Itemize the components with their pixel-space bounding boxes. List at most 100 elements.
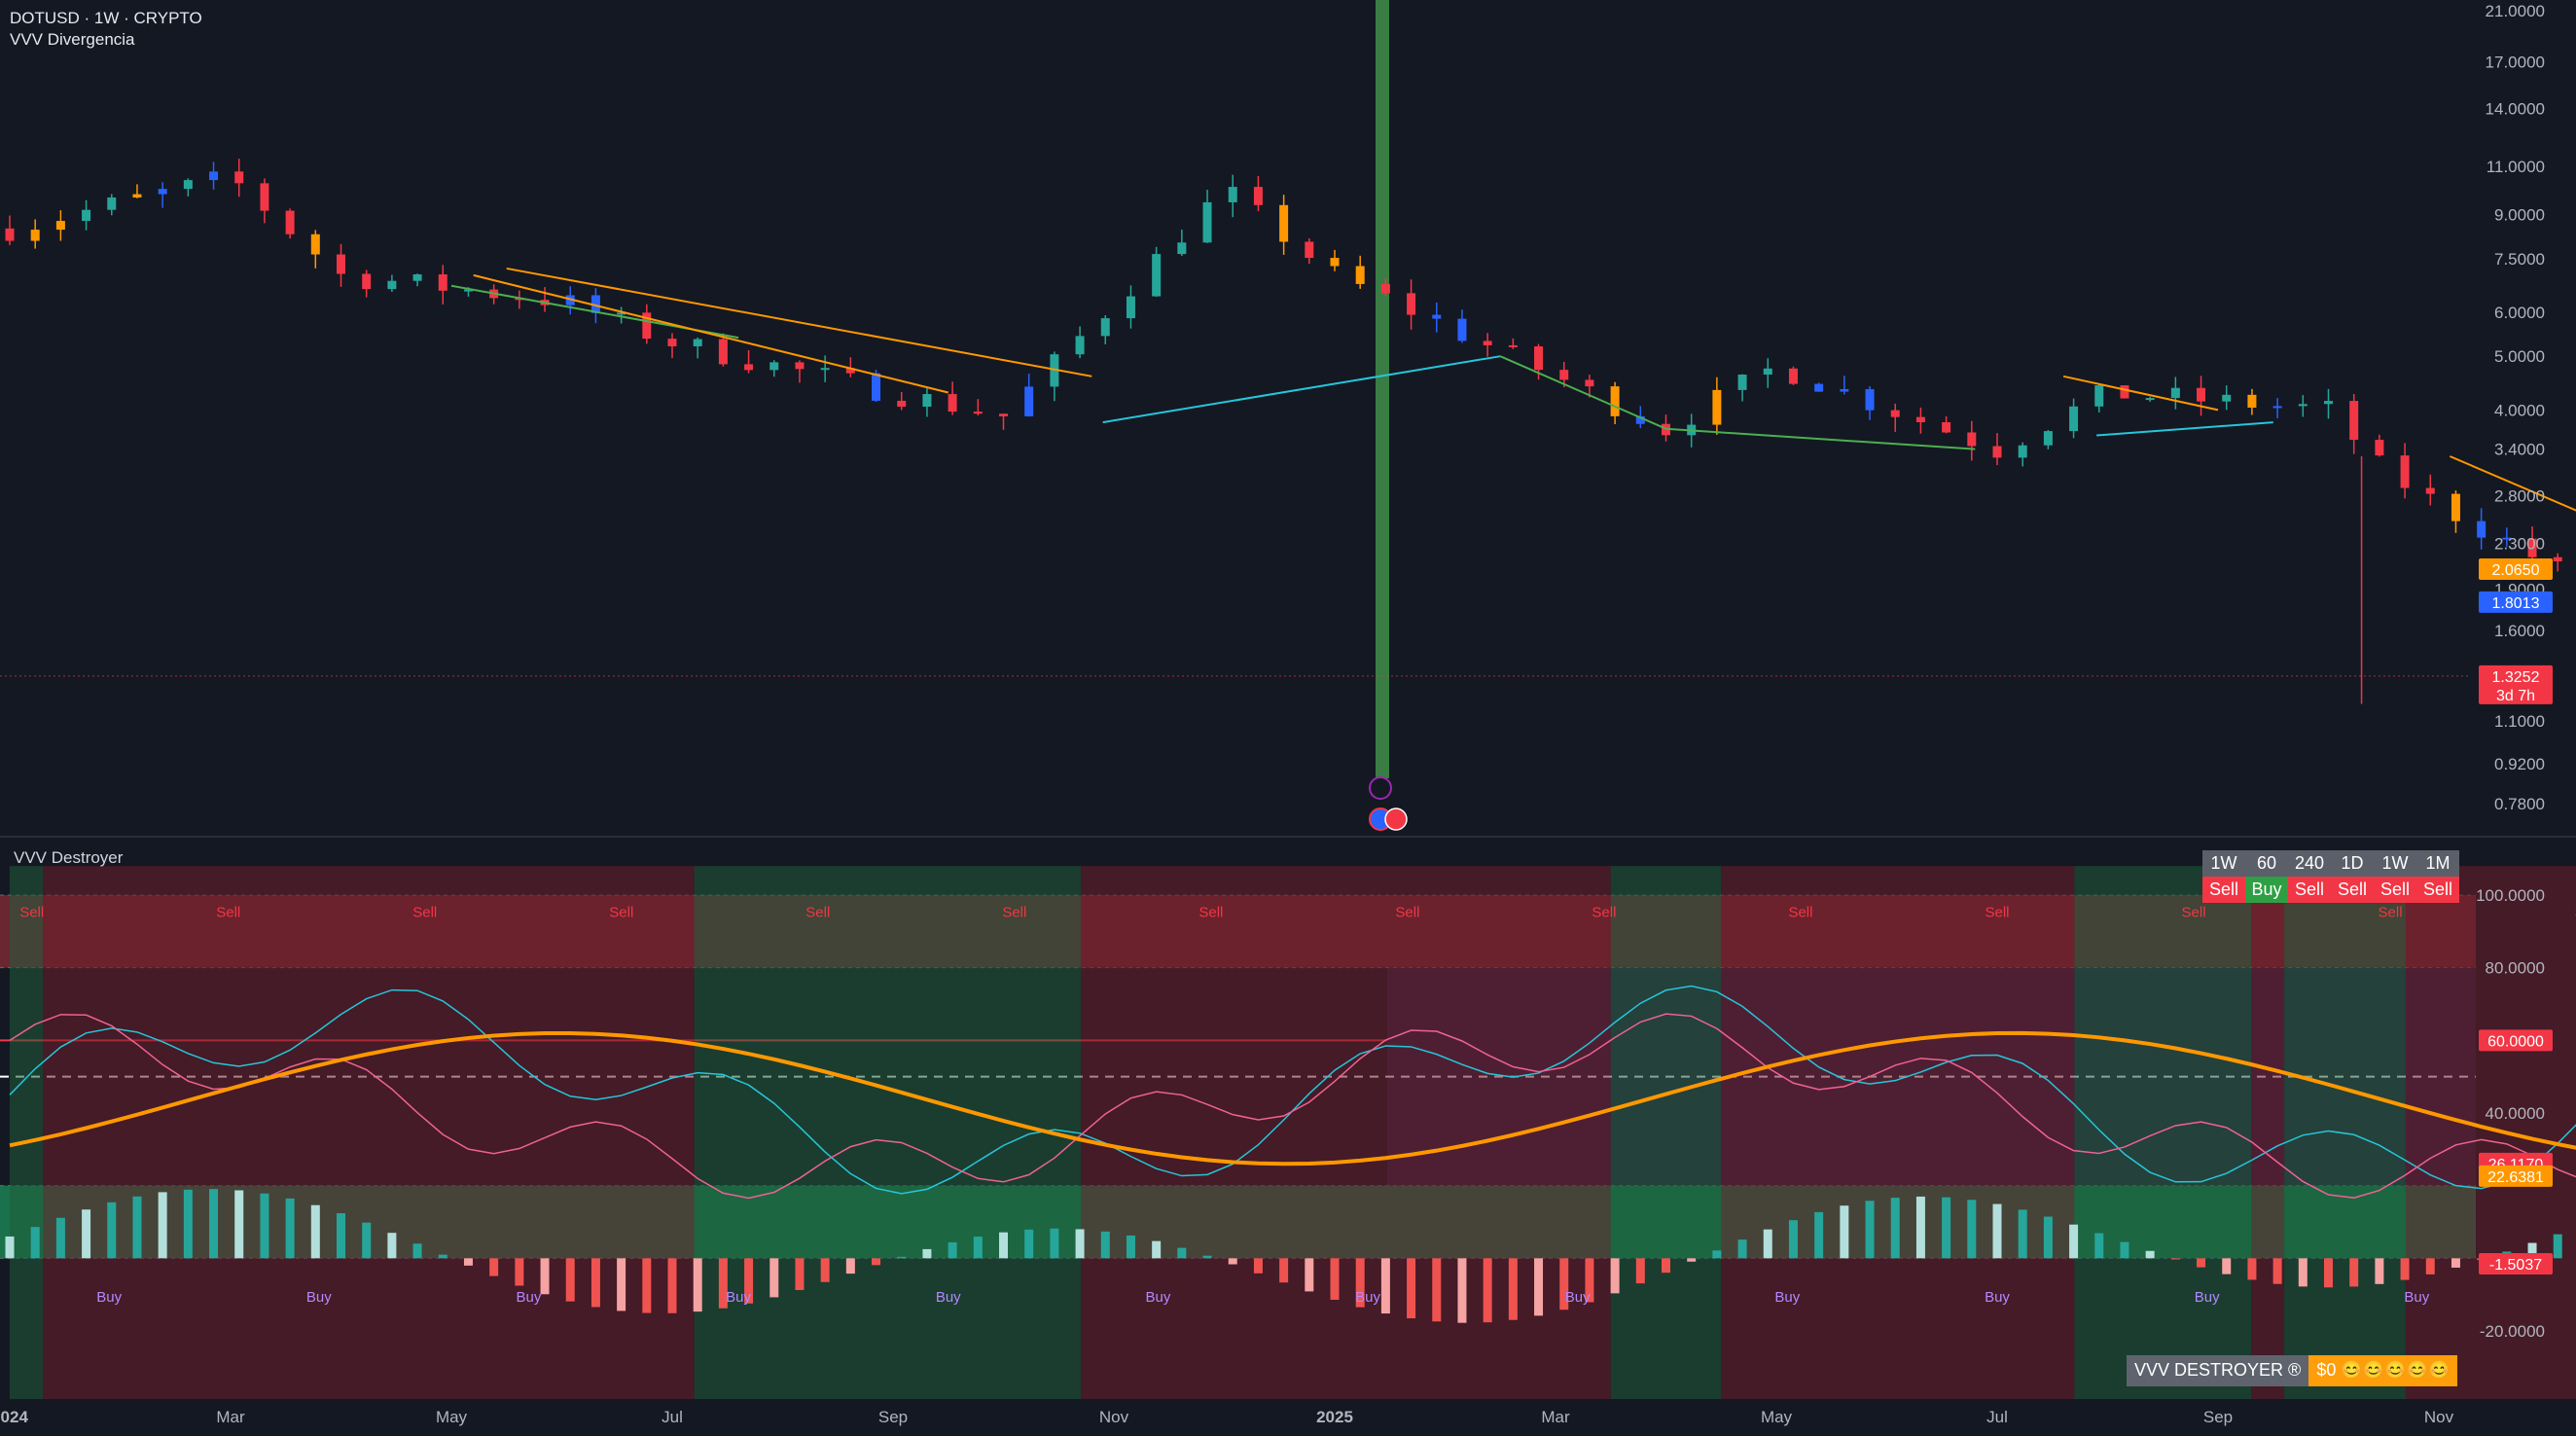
- indicator-name[interactable]: VVV Destroyer: [14, 848, 124, 867]
- candle-body: [1050, 354, 1059, 387]
- histogram-bar: [2069, 1224, 2079, 1259]
- histogram-bar: [1662, 1258, 1670, 1274]
- candle-body: [362, 273, 372, 290]
- candle-body: [2222, 394, 2232, 402]
- histogram-bar: [1992, 1203, 2002, 1259]
- histogram-bar: [1890, 1198, 1900, 1259]
- histogram-bar: [5, 1236, 15, 1259]
- price-pane: [0, 0, 2576, 831]
- histogram-bar: [795, 1258, 805, 1290]
- timeframe-signal-table: 1W 60 240 1D 1W 1M Sell Buy Sell Sell Se…: [2202, 850, 2459, 903]
- histogram-bar: [1050, 1228, 1059, 1259]
- candle-body: [1024, 386, 1034, 416]
- signal-cell: Sell: [2416, 877, 2459, 903]
- candle-body: [1075, 336, 1085, 355]
- candle-body: [2553, 556, 2562, 561]
- slow-line: [9, 1030, 2576, 1167]
- regime-band: [231, 866, 695, 1399]
- candle-body: [1992, 446, 2002, 458]
- candle-body: [2400, 455, 2410, 488]
- histogram-bar: [82, 1209, 91, 1259]
- current-bar-highlight: [1376, 0, 1389, 778]
- histogram-bar: [2222, 1258, 2232, 1274]
- signal-cell: Buy: [2245, 877, 2288, 903]
- brand-price-value: $0: [2316, 1360, 2337, 1380]
- histogram-bar: [515, 1258, 524, 1286]
- divergence-line: [1499, 355, 1666, 430]
- histogram-bar: [667, 1258, 677, 1313]
- candle-body: [1152, 254, 1162, 297]
- histogram-bar: [642, 1258, 652, 1313]
- candle-body: [642, 312, 652, 340]
- sell-label: Sell: [805, 904, 830, 920]
- candle-body: [2425, 487, 2435, 494]
- buy-label: Buy: [2404, 1289, 2429, 1306]
- histogram-bar: [2043, 1216, 2053, 1259]
- histogram-bar: [2553, 1234, 2562, 1259]
- candle-body: [2069, 406, 2079, 432]
- histogram-bar: [922, 1248, 932, 1259]
- buy-label: Buy: [306, 1289, 332, 1306]
- price-tick-label: 21.0000: [2486, 2, 2545, 20]
- candle-body: [107, 197, 117, 210]
- candle-body: [2272, 406, 2282, 409]
- candle-body: [55, 221, 65, 231]
- candle-body: [820, 368, 830, 371]
- signal-cell: Sell: [2374, 877, 2416, 903]
- overlay-indicator-name[interactable]: VVV Divergencia: [10, 30, 135, 49]
- buy-label: Buy: [1774, 1289, 1800, 1306]
- brand-name: VVV DESTROYER ®: [2127, 1355, 2309, 1386]
- histogram-bar: [565, 1258, 575, 1302]
- sell-label: Sell: [2182, 904, 2206, 920]
- price-label-tag: [2479, 664, 2553, 704]
- histogram-bar: [1253, 1258, 1263, 1274]
- price-label-subtext: 3d 7h: [2496, 688, 2535, 704]
- time-tick-label: Sep: [2203, 1408, 2233, 1426]
- value-label-text: 60.0000: [2487, 1033, 2544, 1050]
- candle-body: [183, 180, 193, 190]
- candle-body: [1712, 389, 1722, 425]
- histogram-bar: [693, 1258, 702, 1312]
- candle-body: [337, 254, 345, 274]
- histogram-bar: [463, 1258, 473, 1266]
- candle-body: [1380, 283, 1390, 294]
- price-tick-label: 2.8000: [2494, 487, 2545, 506]
- histogram-bar: [1100, 1231, 1110, 1259]
- symbol-line[interactable]: DOTUSD · 1W · CRYPTO: [10, 9, 202, 27]
- sell-label: Sell: [1002, 904, 1026, 920]
- histogram-bar: [1457, 1258, 1467, 1323]
- signal-row: Sell Buy Sell Sell Sell Sell: [2202, 877, 2459, 903]
- candle-body: [1407, 293, 1416, 315]
- candle-body: [82, 209, 91, 222]
- histogram-bar: [260, 1193, 269, 1259]
- time-tick-label: Nov: [2424, 1408, 2454, 1426]
- histogram-bar: [1559, 1258, 1569, 1310]
- candle-body: [872, 373, 881, 401]
- tf-cell: 1M: [2416, 850, 2459, 877]
- histogram-bar: [872, 1258, 881, 1266]
- regime-band: [10, 866, 44, 1399]
- candle-body: [897, 400, 907, 408]
- histogram-bar: [1177, 1247, 1187, 1259]
- price-label-text: 1.8013: [2492, 595, 2540, 612]
- candle-body: [1840, 388, 1849, 392]
- histogram-bar: [1840, 1205, 1849, 1259]
- histogram-bar: [1687, 1258, 1697, 1262]
- brand-emoji: 😊😊😊😊😊: [2341, 1360, 2451, 1380]
- candle-body: [412, 274, 422, 281]
- histogram-bar: [1279, 1258, 1289, 1283]
- histogram-bar: [1483, 1258, 1492, 1323]
- histogram-bar: [1228, 1258, 1237, 1265]
- histogram-bar: [2298, 1258, 2308, 1287]
- candle-body: [1737, 374, 1747, 390]
- price-tick-label: 11.0000: [2487, 158, 2545, 176]
- histogram-bar: [1942, 1197, 1951, 1259]
- histogram-bar: [2451, 1258, 2460, 1268]
- candle-body: [310, 233, 320, 255]
- histogram-bar: [362, 1222, 372, 1259]
- sell-label: Sell: [1395, 904, 1419, 920]
- histogram-bar: [234, 1190, 244, 1259]
- histogram-bar: [617, 1258, 626, 1311]
- candle-body: [2197, 387, 2206, 402]
- candle-body: [2324, 401, 2333, 405]
